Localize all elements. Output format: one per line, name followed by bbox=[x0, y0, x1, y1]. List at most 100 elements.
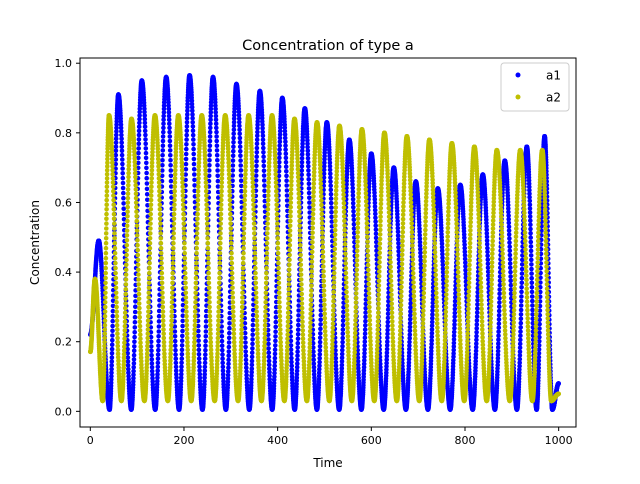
data-point bbox=[111, 197, 116, 203]
data-point bbox=[114, 129, 119, 134]
data-point bbox=[339, 351, 345, 357]
data-point bbox=[333, 359, 339, 365]
data-point bbox=[168, 178, 174, 184]
data-point bbox=[113, 290, 119, 296]
data-point bbox=[160, 143, 166, 148]
data-point bbox=[507, 261, 513, 266]
data-point bbox=[184, 309, 189, 314]
data-point bbox=[161, 103, 167, 108]
data-point bbox=[189, 105, 195, 110]
data-point bbox=[255, 122, 260, 128]
data-point bbox=[110, 184, 116, 190]
data-point bbox=[206, 270, 211, 276]
data-point bbox=[249, 376, 254, 382]
data-point bbox=[103, 285, 108, 291]
plot-points bbox=[88, 73, 561, 412]
data-point bbox=[173, 343, 178, 349]
data-point bbox=[207, 304, 212, 310]
data-point bbox=[161, 327, 166, 332]
data-point bbox=[305, 138, 310, 143]
data-point bbox=[124, 257, 129, 263]
data-point bbox=[170, 255, 176, 261]
data-point bbox=[317, 344, 323, 349]
data-point bbox=[527, 210, 533, 215]
data-point bbox=[102, 309, 108, 314]
data-point bbox=[277, 147, 282, 152]
data-point bbox=[237, 119, 242, 125]
data-point bbox=[283, 151, 289, 156]
data-point bbox=[282, 132, 288, 137]
data-point bbox=[497, 304, 502, 310]
data-point bbox=[167, 143, 173, 148]
data-point bbox=[131, 379, 136, 384]
data-point bbox=[261, 178, 267, 183]
data-point bbox=[296, 308, 301, 313]
data-point bbox=[203, 184, 209, 190]
data-point bbox=[184, 132, 189, 138]
data-point bbox=[194, 250, 199, 256]
data-point bbox=[135, 262, 141, 268]
data-point bbox=[528, 218, 533, 223]
data-point bbox=[147, 270, 152, 276]
data-point bbox=[214, 125, 219, 131]
data-point bbox=[184, 142, 189, 147]
data-point bbox=[328, 187, 334, 193]
data-point bbox=[161, 322, 166, 328]
data-point bbox=[317, 335, 323, 341]
data-point bbox=[183, 156, 189, 162]
data-point bbox=[132, 314, 138, 320]
data-point bbox=[231, 123, 237, 129]
data-point bbox=[170, 250, 176, 256]
data-point bbox=[307, 205, 312, 210]
data-point bbox=[329, 219, 335, 224]
data-point bbox=[144, 170, 149, 176]
data-point bbox=[125, 204, 130, 210]
data-point bbox=[123, 282, 129, 287]
data-point bbox=[155, 360, 161, 366]
data-point bbox=[507, 236, 512, 241]
data-point bbox=[215, 158, 220, 163]
data-point bbox=[181, 221, 187, 226]
data-point bbox=[124, 252, 129, 258]
data-point bbox=[296, 318, 301, 323]
data-point bbox=[172, 188, 177, 194]
data-point bbox=[339, 355, 345, 361]
data-point bbox=[203, 347, 208, 353]
data-point bbox=[237, 144, 243, 149]
data-point bbox=[206, 173, 212, 179]
data-point bbox=[114, 309, 119, 314]
data-point bbox=[317, 352, 323, 357]
data-point bbox=[206, 260, 211, 266]
data-point bbox=[373, 219, 378, 224]
data-point bbox=[166, 103, 171, 108]
data-point bbox=[173, 368, 179, 374]
data-point bbox=[133, 178, 138, 184]
data-point bbox=[195, 221, 200, 226]
data-point bbox=[168, 163, 173, 168]
data-point bbox=[160, 304, 166, 310]
data-point bbox=[328, 179, 333, 184]
data-point bbox=[306, 164, 311, 169]
data-point bbox=[192, 177, 197, 183]
data-point bbox=[203, 180, 209, 185]
data-point bbox=[254, 150, 260, 155]
data-point bbox=[339, 372, 344, 378]
data-point bbox=[307, 200, 312, 205]
data-point bbox=[136, 272, 141, 277]
data-point bbox=[230, 158, 236, 163]
data-point bbox=[519, 294, 524, 299]
data-point bbox=[103, 236, 109, 241]
data-point bbox=[185, 101, 190, 107]
data-point bbox=[213, 117, 219, 123]
data-point bbox=[149, 184, 154, 190]
data-point bbox=[207, 318, 213, 324]
data-point bbox=[219, 338, 225, 344]
data-point bbox=[249, 373, 254, 379]
data-point bbox=[134, 214, 139, 219]
data-point bbox=[295, 349, 300, 355]
data-point bbox=[159, 280, 165, 286]
data-point bbox=[244, 376, 249, 381]
data-point bbox=[179, 168, 185, 173]
data-point bbox=[254, 141, 260, 147]
data-point bbox=[193, 295, 198, 300]
